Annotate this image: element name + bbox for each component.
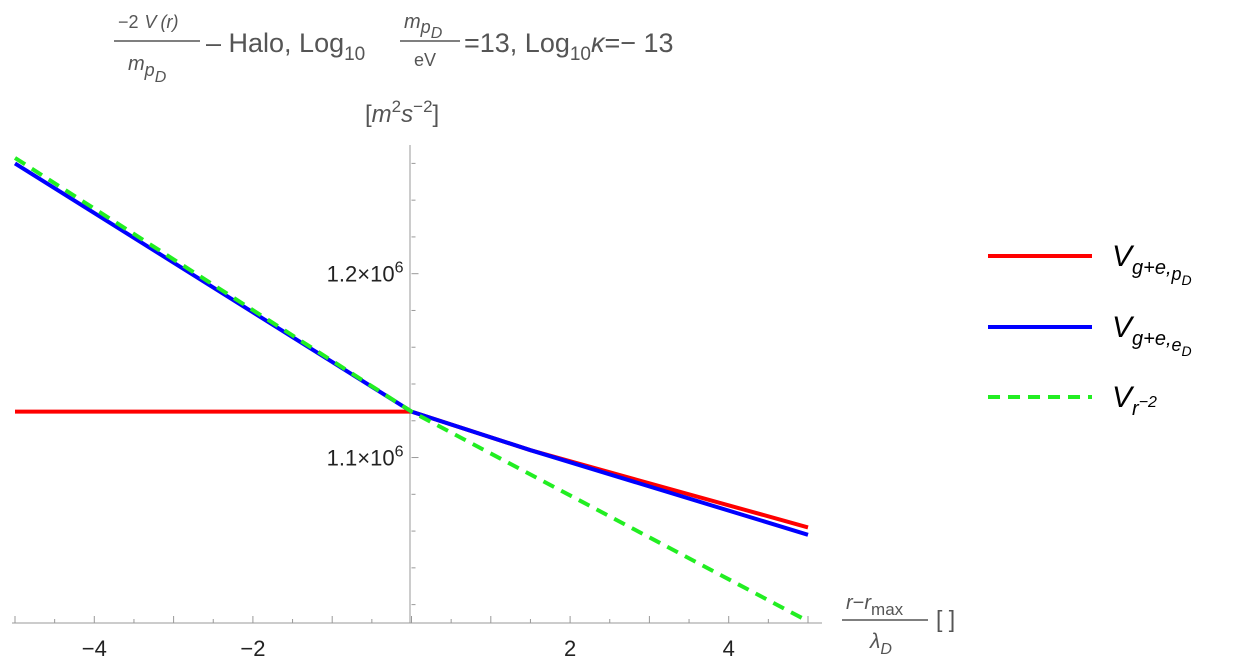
x-label-denominator: λD	[869, 630, 892, 658]
chart-title: −2 V (r) mpD – Halo, Log10 mpD eV =13, Log…	[114, 11, 674, 86]
series-line-red	[15, 409, 809, 530]
y-tick-label: 1.2×106	[327, 260, 404, 287]
series-line-green	[13, 156, 809, 623]
title-frac-numerator: −2 V (r)	[118, 12, 179, 32]
series-line-blue	[13, 161, 809, 537]
x-tick-label: −4	[82, 636, 107, 661]
x-label-numerator: r−rmax	[846, 592, 904, 619]
x-label-units: [ ]	[936, 606, 955, 632]
x-axis-ticks: −4 −2 2 4	[14, 616, 809, 661]
legend-item-green: Vr−2	[988, 381, 1157, 420]
title-frac-denominator: mpD	[128, 53, 167, 86]
title-frac2-numerator: mpD	[404, 11, 443, 42]
y-tick-label: 1.1×106	[327, 444, 404, 471]
plot-series	[13, 156, 809, 623]
title-text-2: =13, Log10κ=− 13	[464, 28, 674, 65]
legend-label-blue: Vg+e,eD	[1112, 311, 1192, 359]
x-tick-label: −2	[240, 636, 265, 661]
y-axis-label: [m2s−2]	[365, 97, 439, 128]
title-text-1: – Halo, Log10	[206, 28, 365, 65]
legend-item-red: Vg+e,pD	[988, 240, 1192, 288]
x-tick-label: 4	[723, 636, 735, 661]
legend-label-green: Vr−2	[1112, 381, 1157, 420]
legend-item-blue: Vg+e,eD	[988, 311, 1192, 359]
y-axis-ticks: 1.2×106 1.1×106	[327, 162, 419, 606]
legend-label-red: Vg+e,pD	[1112, 240, 1192, 288]
legend: Vg+e,pD Vg+e,eD Vr−2	[988, 240, 1192, 420]
title-frac2-denominator: eV	[414, 50, 436, 70]
x-axis-label: r−rmax λD [ ]	[842, 592, 955, 658]
x-tick-label: 2	[564, 636, 576, 661]
